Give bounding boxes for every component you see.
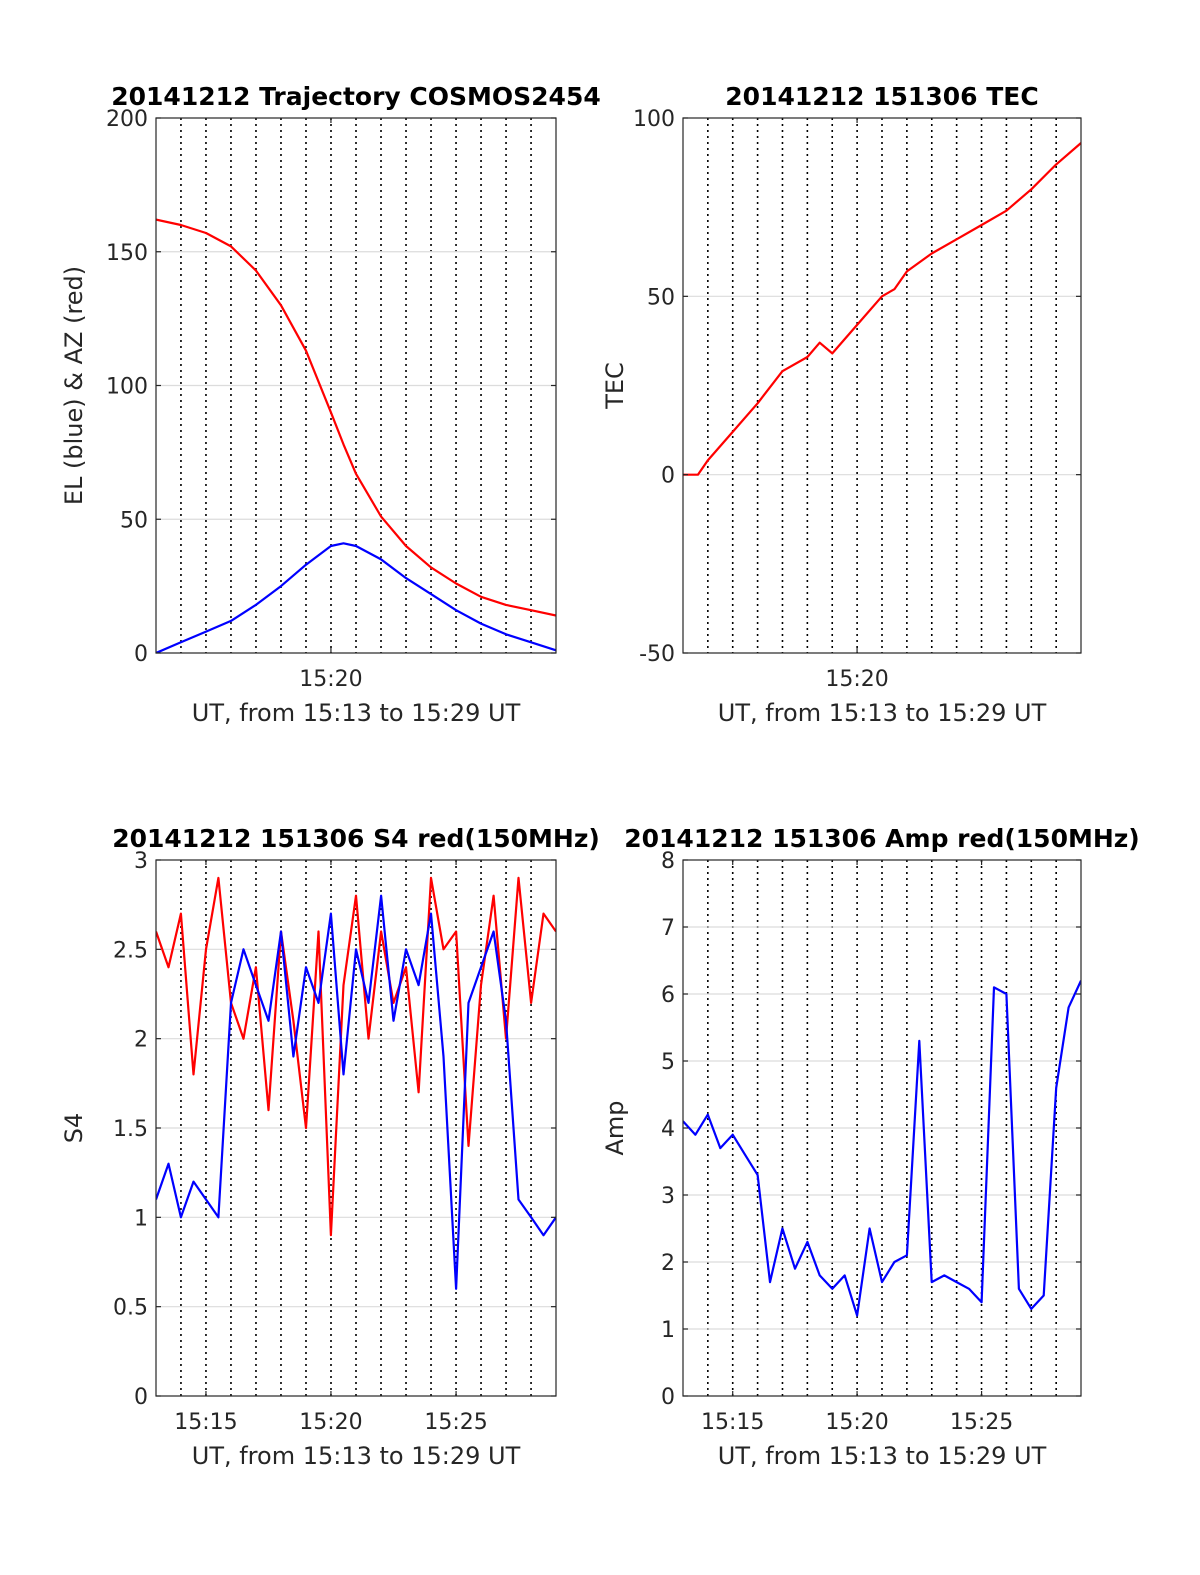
tec-ytick-label: 100 [633, 107, 675, 132]
tec-xtick-label: 15:20 [825, 667, 888, 692]
tec-series-group [683, 142, 1081, 476]
amp-series-group [683, 980, 1081, 1317]
s4-xtick-label: 15:20 [299, 1410, 362, 1435]
tec-ytick-label: 0 [661, 464, 675, 489]
s4-xlabel: UT, from 15:13 to 15:29 UT [192, 1442, 521, 1470]
amp-xtick-label: 15:15 [701, 1410, 764, 1435]
amp-ytick-label: 5 [661, 1050, 675, 1075]
trajectory-series-group [156, 218, 556, 653]
trajectory-ytick-label: 50 [120, 508, 148, 533]
s4-ytick-label: 0.5 [113, 1296, 148, 1321]
s4-title: 20141212 151306 S4 red(150MHz) [112, 824, 600, 853]
s4-panel: 0 0.5 1 1.5 2 2.5 3 15:15 15:20 15:25 20141212 151… [60, 824, 600, 1470]
amp-ytick-label: 6 [661, 983, 675, 1008]
trajectory-xlabel: UT, from 15:13 to 15:29 UT [192, 699, 521, 727]
s4-ytick-label: 1 [134, 1206, 148, 1231]
trajectory-horizontal-grid [156, 251, 556, 520]
trajectory-ytick-label: 100 [106, 375, 148, 400]
s4-series-group [156, 876, 556, 1290]
amp-ytick-label: 7 [661, 916, 675, 941]
s4-ylabel: S4 [60, 1113, 88, 1144]
tec-series-0-line [683, 142, 1081, 476]
s4-xtick-label: 15:15 [174, 1410, 237, 1435]
tec-ylabel: TEC [601, 362, 629, 410]
trajectory-title: 20141212 Trajectory COSMOS2454 [111, 82, 601, 111]
s4-ytick-label: 3 [134, 849, 148, 874]
trajectory-panel: 0 50 100 150 200 15:20 20141212 Trajectory COS… [60, 82, 601, 727]
trajectory-ytick-label: 0 [134, 642, 148, 667]
amp-panel: 0 1 2 3 4 5 6 7 8 15:15 15:20 15:25 20141212 151306 … [601, 824, 1140, 1470]
trajectory-ylabel: EL (blue) & AZ (red) [60, 266, 88, 505]
amp-ylabel: Amp [601, 1100, 629, 1155]
tec-title: 20141212 151306 TEC [725, 82, 1038, 111]
amp-horizontal-grid [683, 926, 1081, 1330]
amp-series-0-line [683, 980, 1081, 1317]
amp-title: 20141212 151306 Amp red(150MHz) [624, 824, 1140, 853]
s4-ytick-label: 2.5 [113, 938, 148, 963]
tec-ytick-label: 50 [647, 285, 675, 310]
amp-xlabel: UT, from 15:13 to 15:29 UT [718, 1442, 1047, 1470]
s4-ytick-label: 1.5 [113, 1117, 148, 1142]
amp-ytick-label: 8 [661, 849, 675, 874]
s4-series-0-line [156, 876, 556, 1237]
amp-ytick-label: 0 [661, 1385, 675, 1410]
tec-panel: -50 0 50 100 15:20 20141212 151306 TEC UT, fro… [601, 82, 1082, 727]
tec-axes-box [682, 117, 1082, 654]
amp-ytick-label: 1 [661, 1318, 675, 1343]
amp-ytick-label: 3 [661, 1184, 675, 1209]
trajectory-ytick-label: 200 [106, 107, 148, 132]
s4-xtick-label: 15:25 [424, 1410, 487, 1435]
trajectory-ytick-label: 150 [106, 241, 148, 266]
amp-xtick-label: 15:25 [950, 1410, 1013, 1435]
tec-xlabel: UT, from 15:13 to 15:29 UT [718, 699, 1047, 727]
amp-ytick-label: 2 [661, 1251, 675, 1276]
tec-ytick-label: -50 [639, 642, 675, 667]
trajectory-series-1-line [156, 542, 556, 653]
trajectory-series-0-line [156, 218, 556, 617]
tec-vertical-grid [707, 118, 1057, 653]
s4-ytick-label: 2 [134, 1028, 148, 1053]
trajectory-xtick-label: 15:20 [299, 667, 362, 692]
amp-ytick-label: 4 [661, 1117, 675, 1142]
s4-series-1-line [156, 894, 556, 1290]
s4-ytick-label: 0 [134, 1385, 148, 1410]
amp-xtick-label: 15:20 [825, 1410, 888, 1435]
